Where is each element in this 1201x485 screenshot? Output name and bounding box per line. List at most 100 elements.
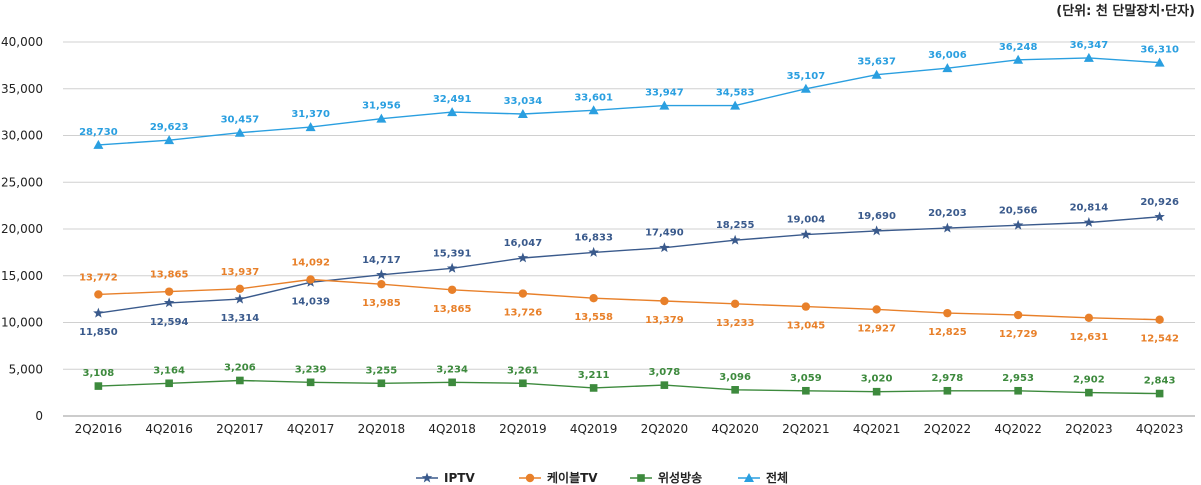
data-point [800,83,811,93]
x-tick-label: 4Q2021 [853,422,901,436]
data-label: 12,729 [999,329,1038,340]
data-point [800,229,812,240]
data-label: 14,092 [291,257,330,268]
y-tick-label: 15,000 [1,269,43,283]
data-label: 3,108 [83,368,115,379]
data-point [730,100,741,110]
data-point [589,384,598,392]
data-label: 20,566 [999,205,1038,216]
x-tick-label: 4Q2022 [994,422,1042,436]
data-point [93,307,104,318]
data-point [306,378,315,387]
data-point [801,302,811,311]
data-label: 3,020 [861,374,893,385]
grid-lines [63,41,1195,417]
data-point [518,289,528,298]
data-point [942,63,953,73]
x-tick-label: 2Q2016 [75,422,123,436]
data-point [376,113,387,123]
x-tick-label: 4Q2020 [711,422,759,436]
data-label: 28,730 [79,127,118,138]
data-label: 11,850 [79,327,118,338]
legend-marker [525,473,535,483]
data-point [588,105,599,115]
data-label: 3,255 [366,365,398,376]
data-point [871,69,882,79]
data-label: 15,391 [433,248,472,259]
data-label: 31,956 [362,101,401,112]
x-tick-label: 2Q2023 [1065,422,1113,436]
data-label: 35,107 [787,71,826,82]
data-point [1013,54,1024,64]
data-label: 36,006 [928,50,967,61]
x-tick-label: 4Q2023 [1136,422,1184,436]
data-point [943,386,952,395]
data-label: 13,726 [504,308,543,319]
data-point [377,379,386,388]
data-label: 3,211 [578,370,610,381]
data-label: 2,978 [932,373,964,384]
data-label: 20,203 [928,208,967,219]
data-point [1013,310,1023,320]
data-label: 3,078 [649,367,681,378]
data-point [588,246,599,257]
data-label: 14,717 [362,255,401,266]
data-point [517,252,529,263]
unit-note: (단위: 천 단말장치·단자) [1056,4,1195,19]
data-label: 3,234 [436,364,468,375]
data-point [446,262,458,273]
data-label: 12,825 [928,327,967,338]
data-point [872,387,881,396]
data-label: 12,927 [857,323,896,334]
data-label: 3,096 [719,372,751,383]
data-point [517,108,528,118]
y-tick-label: 40,000 [1,35,43,49]
data-point [1083,216,1095,227]
legend-label: 전체 [766,470,788,485]
data-point [164,135,175,145]
y-tick-label: 20,000 [1,222,43,236]
data-point [164,287,174,296]
data-label: 13,865 [433,304,472,315]
legend-marker [744,473,754,482]
data-label: 12,631 [1070,332,1109,343]
data-point [163,297,175,308]
data-label: 30,457 [221,115,260,126]
data-label: 3,239 [295,364,327,375]
data-label: 14,039 [291,296,330,307]
series-line-0 [98,216,1160,314]
data-point [234,127,245,137]
data-point [872,305,881,314]
data-labels: 11,850 12,594 13,314 14,039 14,717 15,391 16,0… [79,40,1179,387]
series-group [93,52,1165,398]
x-tick-label: 2Q2018 [358,422,406,436]
data-point [235,284,245,294]
data-point [871,225,882,236]
data-label: 32,491 [433,94,472,105]
data-point [447,107,458,117]
data-label: 13,985 [362,298,401,309]
series-line-3 [98,57,1160,146]
data-point [94,290,103,299]
data-label: 19,004 [787,215,826,226]
data-label: 35,637 [857,57,896,68]
data-label: 33,601 [574,92,613,103]
y-tick-label: 35,000 [1,82,43,96]
data-point [519,379,527,388]
series-line-2 [98,379,1160,395]
data-label: 36,248 [999,42,1038,53]
data-point [377,279,386,289]
data-point [234,293,246,304]
data-point [660,381,669,389]
x-tick-label: 4Q2019 [570,422,618,436]
y-tick-label: 10,000 [1,316,43,330]
legend: IPTV 케이블TV 위성방송 전체 [416,470,788,485]
data-point [447,285,457,294]
data-label: 3,164 [153,365,185,376]
legend-marker [637,474,645,482]
y-tick-label: 30,000 [1,129,43,143]
x-tick-label: 4Q2017 [287,422,335,436]
data-point [93,139,104,149]
data-label: 19,690 [857,211,896,222]
